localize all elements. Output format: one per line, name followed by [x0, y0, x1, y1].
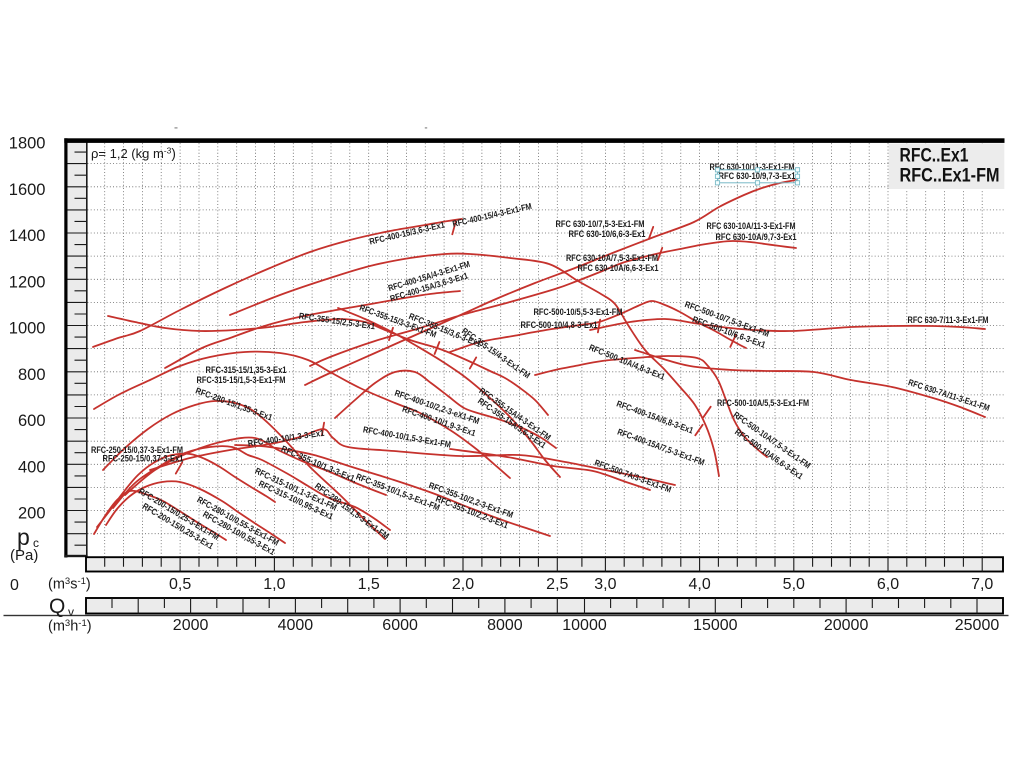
svg-text:6,0: 6,0	[877, 576, 899, 593]
svg-text:1200: 1200	[9, 273, 46, 291]
svg-text:RFC 630-10/6,6-3-Ex1: RFC 630-10/6,6-3-Ex1	[569, 229, 646, 239]
svg-text:25000: 25000	[955, 617, 1000, 634]
svg-text:RFC-500-10A/5,5-3-Ex1-FM: RFC-500-10A/5,5-3-Ex1-FM	[717, 398, 809, 408]
svg-text:2,5: 2,5	[546, 576, 568, 593]
svg-text:RFC-500-10/4,8-3-Ex1: RFC-500-10/4,8-3-Ex1	[521, 320, 598, 330]
svg-text:2000: 2000	[173, 617, 209, 634]
svg-text:v: v	[68, 605, 74, 619]
svg-text:10000: 10000	[562, 617, 607, 634]
svg-text:RFC 630-10/7,5-3-Ex1-FM: RFC 630-10/7,5-3-Ex1-FM	[556, 219, 645, 229]
svg-text:1800: 1800	[9, 135, 46, 153]
svg-text:RFC 630-10/11-3-Ex1-FM: RFC 630-10/11-3-Ex1-FM	[710, 162, 795, 172]
svg-text:1400: 1400	[9, 227, 46, 245]
svg-text:800: 800	[18, 366, 46, 384]
svg-text:Q: Q	[49, 595, 65, 618]
svg-text:0: 0	[10, 577, 19, 594]
svg-text:RFC 630-10A/6,6-3-Ex1: RFC 630-10A/6,6-3-Ex1	[578, 263, 659, 273]
svg-text:0,5: 0,5	[169, 576, 191, 593]
svg-text:1,5: 1,5	[358, 576, 380, 593]
svg-text:RFC 630-10A/7,5-3-Ex1-FM: RFC 630-10A/7,5-3-Ex1-FM	[566, 253, 658, 263]
svg-text:RFC 630-10/9,7-3-Ex1: RFC 630-10/9,7-3-Ex1	[719, 171, 796, 181]
svg-text:4,0: 4,0	[688, 576, 710, 593]
svg-text:c: c	[33, 536, 39, 550]
svg-text:3,0: 3,0	[594, 576, 616, 593]
svg-text:2,0: 2,0	[452, 576, 474, 593]
svg-text:p: p	[17, 524, 30, 550]
svg-text:RFC-315-15/1,35-3-Ex1: RFC-315-15/1,35-3-Ex1	[206, 365, 287, 375]
svg-text:RFC..Ex1: RFC..Ex1	[900, 146, 969, 167]
svg-text:20000: 20000	[824, 617, 869, 634]
svg-text:200: 200	[18, 505, 46, 523]
svg-text:RFC 630-7/11-3-Ex1-FM: RFC 630-7/11-3-Ex1-FM	[908, 315, 989, 325]
svg-text:RFC 630-10A/9,7-3-Ex1: RFC 630-10A/9,7-3-Ex1	[716, 232, 797, 242]
svg-text:15000: 15000	[693, 617, 738, 634]
svg-text:RFC-250-15/0,37-3-Ex1: RFC-250-15/0,37-3-Ex1	[103, 454, 184, 464]
svg-text:RFC-315-15/1,5-3-Ex1-FM: RFC-315-15/1,5-3-Ex1-FM	[197, 375, 286, 385]
svg-text:1,0: 1,0	[263, 576, 285, 593]
svg-text:RFC 630-10A/11-3-Ex1-FM: RFC 630-10A/11-3-Ex1-FM	[707, 221, 796, 231]
svg-text:400: 400	[18, 458, 46, 476]
svg-text:7,0: 7,0	[971, 576, 993, 593]
svg-text:8000: 8000	[487, 617, 523, 634]
svg-text:RFC-250-15/0,37-3-Ex1-FM: RFC-250-15/0,37-3-Ex1-FM	[91, 445, 183, 455]
svg-text:1000: 1000	[9, 320, 46, 338]
svg-text:(Pa): (Pa)	[10, 547, 38, 564]
svg-text:5,0: 5,0	[783, 576, 805, 593]
svg-text:ρ= 1,2 (kg m-3): ρ= 1,2 (kg m-3)	[91, 146, 176, 162]
svg-text:6000: 6000	[382, 617, 418, 634]
svg-text:4000: 4000	[278, 617, 314, 634]
svg-text:600: 600	[18, 412, 46, 430]
svg-text:1600: 1600	[9, 181, 46, 199]
svg-text:RFC..Ex1-FM: RFC..Ex1-FM	[900, 166, 1000, 187]
svg-text:RFC-500-10/5,5-3-Ex1-FM: RFC-500-10/5,5-3-Ex1-FM	[534, 307, 623, 317]
